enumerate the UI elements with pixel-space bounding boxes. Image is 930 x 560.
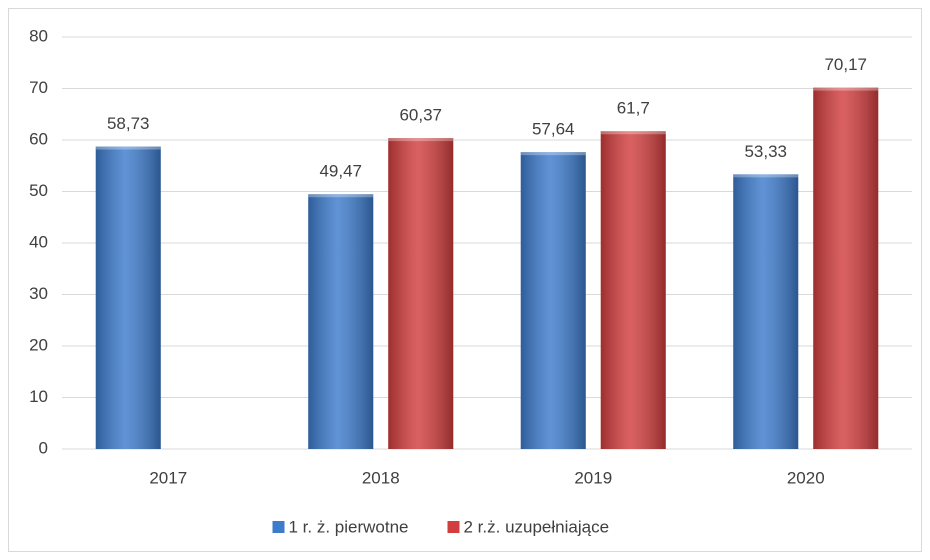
bar-cap bbox=[520, 152, 586, 156]
bar-shading bbox=[388, 138, 454, 450]
bar-cap bbox=[388, 138, 454, 142]
bar-cap bbox=[308, 194, 374, 198]
y-tick-label: 50 bbox=[29, 181, 48, 200]
data-label: 53,33 bbox=[744, 142, 787, 161]
data-label: 49,47 bbox=[319, 162, 362, 181]
y-tick-label: 40 bbox=[29, 232, 48, 251]
data-label: 58,73 bbox=[107, 114, 150, 133]
y-tick-label: 70 bbox=[29, 78, 48, 97]
legend-swatch bbox=[447, 521, 460, 533]
x-tick-label: 2019 bbox=[574, 468, 612, 487]
y-tick-label: 10 bbox=[29, 387, 48, 406]
bar-shading bbox=[600, 131, 666, 449]
legend-swatch bbox=[272, 521, 285, 533]
bar-cap bbox=[600, 131, 666, 135]
x-tick-label: 2017 bbox=[149, 468, 187, 487]
bar-shading bbox=[520, 152, 586, 450]
legend-label: 1 r. ż. pierwotne bbox=[289, 517, 409, 536]
bar-cap bbox=[95, 146, 161, 150]
y-tick-label: 20 bbox=[29, 335, 48, 354]
y-tick-label: 30 bbox=[29, 284, 48, 303]
y-tick-label: 0 bbox=[39, 438, 48, 457]
bar-shading bbox=[308, 194, 374, 449]
data-label: 57,64 bbox=[532, 120, 575, 139]
y-tick-label: 60 bbox=[29, 129, 48, 148]
bar-shading bbox=[95, 146, 161, 449]
legend-label: 2 r.ż. uzupełniające bbox=[464, 517, 610, 536]
x-tick-label: 2018 bbox=[362, 468, 400, 487]
bar-cap bbox=[813, 87, 879, 91]
data-label: 70,17 bbox=[824, 55, 867, 74]
bar-shading bbox=[733, 174, 799, 449]
data-label: 60,37 bbox=[399, 106, 442, 125]
bar-shading bbox=[813, 87, 879, 449]
y-tick-label: 80 bbox=[29, 26, 48, 45]
bar-cap bbox=[733, 174, 799, 178]
x-tick-label: 2020 bbox=[787, 468, 825, 487]
data-label: 61,7 bbox=[617, 99, 650, 118]
